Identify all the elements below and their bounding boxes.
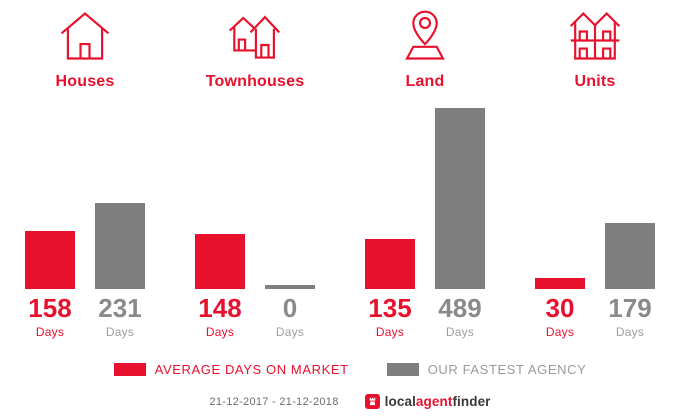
logo-text-part: finder [452, 394, 491, 409]
legend-swatch-avg-days [113, 363, 146, 376]
value-number: 489 [438, 293, 482, 323]
land-pin-icon [398, 9, 452, 63]
bar-fastest-agency-townhouses [265, 285, 315, 289]
legend-item-fastest-agency: OUR FASTEST AGENCY [386, 362, 587, 377]
value-unit: Days [35, 325, 65, 339]
value-avg-days-townhouses: 148 Days [180, 295, 260, 339]
house-icon [58, 9, 112, 63]
legend: AVERAGE DAYS ON MARKET OUR FASTEST AGENCY [0, 362, 700, 377]
logo-text-part: local [384, 394, 416, 409]
category-label-land: Land [405, 73, 445, 90]
value-unit: Days [545, 325, 575, 339]
value-number: 148 [198, 293, 242, 323]
logo-text: localagentfinder [385, 394, 491, 409]
category-label-houses: Houses [55, 73, 115, 90]
value-number: 179 [608, 293, 652, 323]
category-column-houses: Houses 158 Days 231 Days [0, 0, 170, 420]
value-unit: Days [275, 325, 305, 339]
footer: 21-12-2017 - 21-12-2018 localagentfinder [0, 394, 700, 409]
value-number: 158 [28, 293, 72, 323]
category-column-units: Units 30 Days 179 Days [510, 0, 680, 420]
bar-avg-days-land [365, 239, 415, 289]
date-range: 21-12-2017 - 21-12-2018 [209, 395, 339, 408]
value-fastest-agency-land: 489 Days [420, 295, 500, 339]
category-label-townhouses: Townhouses [205, 73, 305, 90]
value-fastest-agency-townhouses: 0 Days [250, 295, 330, 339]
value-avg-days-houses: 158 Days [10, 295, 90, 339]
value-fastest-agency-units: 179 Days [590, 295, 670, 339]
units-icon [568, 9, 622, 63]
bar-fastest-agency-units [605, 223, 655, 289]
value-avg-days-land: 135 Days [350, 295, 430, 339]
bar-avg-days-units [535, 278, 585, 289]
category-column-townhouses: Townhouses 148 Days 0 Days [170, 0, 340, 420]
localagentfinder-logo[interactable]: localagentfinder [364, 394, 491, 409]
value-unit: Days [445, 325, 475, 339]
value-number: 30 [545, 293, 575, 323]
value-unit: Days [105, 325, 135, 339]
castle-icon [364, 394, 380, 409]
bar-avg-days-townhouses [195, 234, 245, 289]
logo-text-part: agent [415, 394, 453, 409]
bar-fastest-agency-land [435, 108, 485, 289]
category-column-land: Land 135 Days 489 Days [340, 0, 510, 420]
value-number: 135 [368, 293, 412, 323]
value-unit: Days [205, 325, 235, 339]
bar-avg-days-houses [25, 231, 75, 289]
legend-label-avg-days: AVERAGE DAYS ON MARKET [154, 362, 349, 377]
value-number: 231 [98, 293, 142, 323]
value-unit: Days [615, 325, 645, 339]
value-number: 0 [282, 293, 298, 323]
value-unit: Days [375, 325, 405, 339]
legend-label-fastest-agency: OUR FASTEST AGENCY [427, 362, 587, 377]
townhouses-icon [228, 9, 282, 63]
bar-fastest-agency-houses [95, 203, 145, 289]
legend-swatch-fastest-agency [386, 363, 419, 376]
legend-item-avg-days: AVERAGE DAYS ON MARKET [113, 362, 349, 377]
value-avg-days-units: 30 Days [520, 295, 600, 339]
category-label-units: Units [574, 73, 616, 90]
value-fastest-agency-houses: 231 Days [80, 295, 160, 339]
